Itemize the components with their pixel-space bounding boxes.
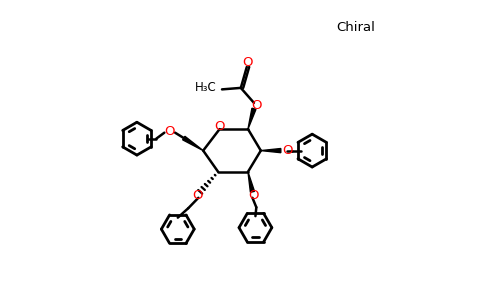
Text: O: O [165, 125, 175, 138]
Text: O: O [193, 189, 203, 202]
Text: O: O [248, 189, 259, 202]
Text: O: O [283, 143, 293, 157]
Text: Chiral: Chiral [336, 21, 375, 34]
Polygon shape [261, 148, 281, 153]
Polygon shape [248, 172, 255, 192]
Text: O: O [214, 120, 225, 133]
Text: O: O [251, 99, 261, 112]
Text: H₃C: H₃C [195, 81, 217, 94]
Text: O: O [242, 56, 253, 69]
Polygon shape [248, 108, 256, 129]
Polygon shape [182, 136, 203, 151]
